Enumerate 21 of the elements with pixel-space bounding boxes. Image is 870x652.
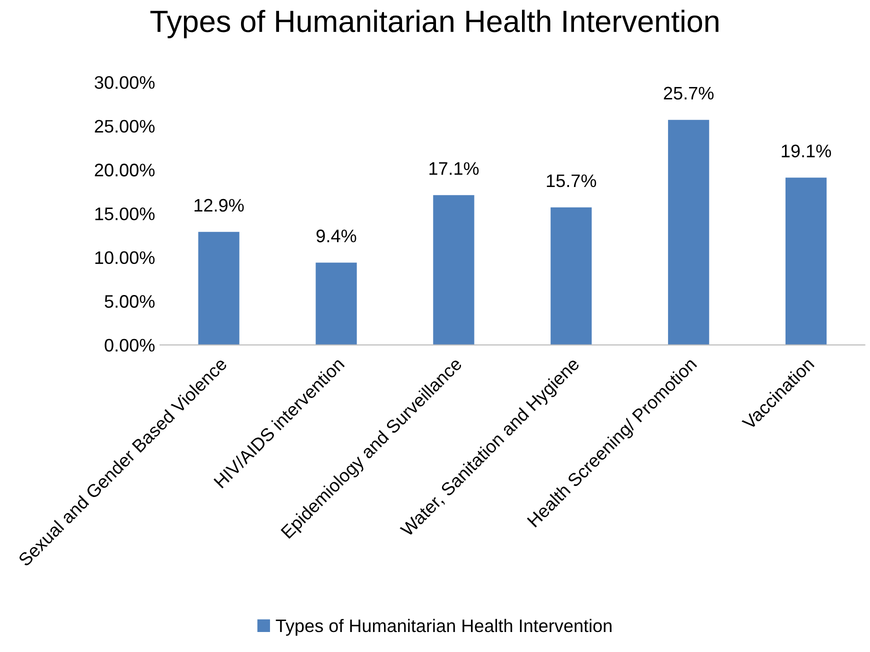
bar <box>433 195 474 345</box>
data-label: 9.4% <box>316 230 356 242</box>
y-tick-label: 10.00% <box>95 251 155 264</box>
data-label: 15.7% <box>546 174 596 188</box>
bar <box>316 262 357 345</box>
legend-label: Types of Humanitarian Health Intervention <box>276 618 612 636</box>
bar <box>550 207 592 345</box>
data-label: 19.1% <box>782 144 832 158</box>
data-label: 12.9% <box>194 198 244 212</box>
y-tick-label: 20.00% <box>94 164 155 176</box>
y-tick-label: 25.00% <box>94 120 155 133</box>
bar <box>668 120 710 345</box>
y-tick-label: 15.00% <box>95 207 155 220</box>
y-tick-label: 5.00% <box>104 295 155 308</box>
y-tick-label: 0.00% <box>104 338 155 352</box>
bar <box>198 232 240 345</box>
bar <box>786 178 827 345</box>
data-label: 17.1% <box>429 162 479 175</box>
chart-title: Types of Humanitarian Health Intervention <box>150 10 718 38</box>
y-tick-label: 30.00% <box>94 76 155 89</box>
data-label: 25.7% <box>664 86 714 100</box>
